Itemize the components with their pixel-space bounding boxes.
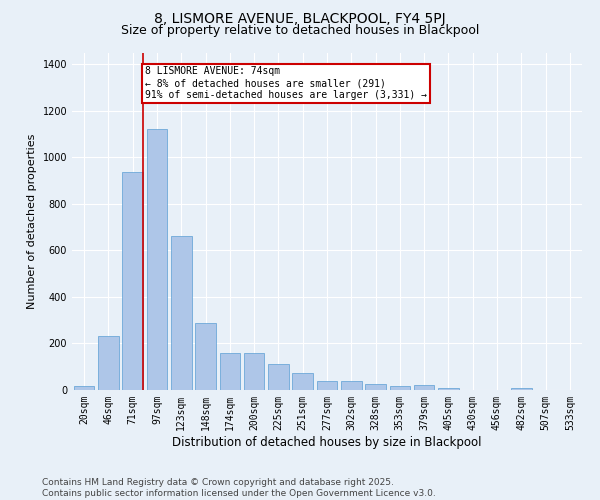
Bar (195, 322, 216, 390)
Text: Contains HM Land Registry data © Crown copyright and database right 2025.
Contai: Contains HM Land Registry data © Crown c… (42, 478, 436, 498)
Text: 8, LISMORE AVENUE, BLACKPOOL, FY4 5PJ: 8, LISMORE AVENUE, BLACKPOOL, FY4 5PJ (154, 12, 446, 26)
Bar (438, 388, 459, 390)
Bar (317, 380, 337, 390)
Bar (268, 364, 289, 390)
Bar (292, 372, 313, 390)
Bar (389, 386, 410, 390)
Text: 8 LISMORE AVENUE: 74sqm
← 8% of detached houses are smaller (291)
91% of semi-de: 8 LISMORE AVENUE: 74sqm ← 8% of detached… (145, 66, 427, 100)
Bar (511, 388, 532, 390)
Bar (146, 130, 167, 390)
Bar (414, 386, 434, 390)
Y-axis label: Number of detached properties: Number of detached properties (27, 134, 37, 309)
X-axis label: Distribution of detached houses by size in Blackpool: Distribution of detached houses by size … (172, 436, 482, 448)
Bar (365, 384, 386, 390)
Bar (74, 386, 94, 390)
Text: Size of property relative to detached houses in Blackpool: Size of property relative to detached ho… (121, 24, 479, 37)
Bar (220, 353, 240, 390)
Bar (122, 172, 143, 390)
Bar (341, 380, 362, 390)
Bar (171, 236, 191, 390)
Bar (244, 353, 265, 390)
Bar (98, 336, 119, 390)
